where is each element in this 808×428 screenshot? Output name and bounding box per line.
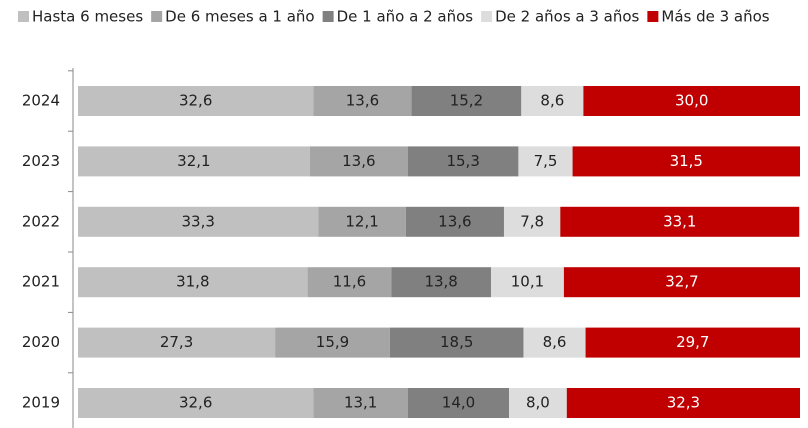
data-label: 32,6 xyxy=(179,92,212,110)
data-label: 11,6 xyxy=(333,273,366,291)
legend-label: Más de 3 años xyxy=(661,8,769,26)
data-label: 33,1 xyxy=(663,212,696,230)
bar-segment xyxy=(309,146,408,177)
bar-segment xyxy=(307,267,392,298)
legend-label: De 6 meses a 1 año xyxy=(165,8,314,26)
data-label: 30,0 xyxy=(675,92,708,110)
data-label: 7,8 xyxy=(520,212,544,230)
legend-swatch xyxy=(18,11,29,22)
data-label: 32,7 xyxy=(665,273,698,291)
legend-label: De 1 año a 2 años xyxy=(337,8,474,26)
data-label: 27,3 xyxy=(160,333,193,351)
legend-swatch xyxy=(647,11,659,22)
data-label: 13,6 xyxy=(342,152,375,170)
bar-segment xyxy=(78,388,314,418)
data-label: 13,6 xyxy=(438,212,471,230)
bar-segment xyxy=(407,388,510,418)
bar-segment xyxy=(566,388,800,418)
bar-segment xyxy=(523,327,586,358)
y-tick-label: 2021 xyxy=(22,273,60,291)
data-label: 15,9 xyxy=(316,333,349,351)
data-label: 8,0 xyxy=(526,394,550,412)
bar-segment xyxy=(318,206,406,237)
y-tick-label: 2022 xyxy=(22,212,60,230)
data-label: 32,3 xyxy=(667,394,700,412)
bar-segment xyxy=(585,327,800,358)
bar-segment xyxy=(490,267,564,298)
bar-segment xyxy=(78,327,276,358)
legend-swatch xyxy=(322,11,334,22)
data-label: 12,1 xyxy=(345,212,378,230)
data-label: 13,6 xyxy=(346,92,379,110)
y-tick-label: 2023 xyxy=(22,152,60,170)
bar-segment xyxy=(389,327,524,358)
bar-segment xyxy=(78,206,319,237)
data-label: 29,7 xyxy=(676,333,709,351)
data-label: 31,8 xyxy=(176,273,209,291)
bar-segment xyxy=(313,388,408,418)
bar-segment xyxy=(583,86,800,116)
bar-segment xyxy=(521,86,584,116)
bar-segment xyxy=(78,86,314,116)
bar-segment xyxy=(405,206,504,237)
data-label: 32,6 xyxy=(179,394,212,412)
data-label: 18,5 xyxy=(440,333,473,351)
y-tick-label: 2020 xyxy=(22,333,60,351)
bar-segment xyxy=(391,267,491,298)
data-label: 32,1 xyxy=(177,152,210,170)
bar-segment xyxy=(78,267,308,298)
legend-label: De 2 años a 3 años xyxy=(495,8,639,26)
bar-segment xyxy=(411,86,522,116)
bar-segment xyxy=(503,206,561,237)
data-label: 31,5 xyxy=(670,152,703,170)
data-label: 33,3 xyxy=(182,212,215,230)
bar-segment xyxy=(563,267,800,298)
y-tick-label: 2024 xyxy=(22,92,60,110)
bar-segment xyxy=(313,86,412,116)
data-label: 8,6 xyxy=(540,92,564,110)
bar-segment xyxy=(560,206,800,237)
bar-segment xyxy=(407,146,519,177)
data-label: 13,1 xyxy=(344,394,377,412)
legend-swatch xyxy=(151,11,163,22)
data-label: 15,2 xyxy=(450,92,483,110)
legend-swatch xyxy=(481,11,493,22)
bar-segment xyxy=(572,146,800,177)
bar-segment xyxy=(518,146,573,177)
bar-segment xyxy=(509,388,567,418)
data-label: 15,3 xyxy=(446,152,479,170)
legend-label: Hasta 6 meses xyxy=(32,8,143,26)
bar-segment xyxy=(275,327,390,358)
data-label: 10,1 xyxy=(511,273,544,291)
data-label: 14,0 xyxy=(442,394,475,412)
y-tick-label: 2019 xyxy=(22,394,60,412)
data-label: 7,5 xyxy=(534,152,558,170)
data-label: 13,8 xyxy=(424,273,457,291)
data-label: 8,6 xyxy=(543,333,567,351)
bar-segment xyxy=(78,146,310,177)
